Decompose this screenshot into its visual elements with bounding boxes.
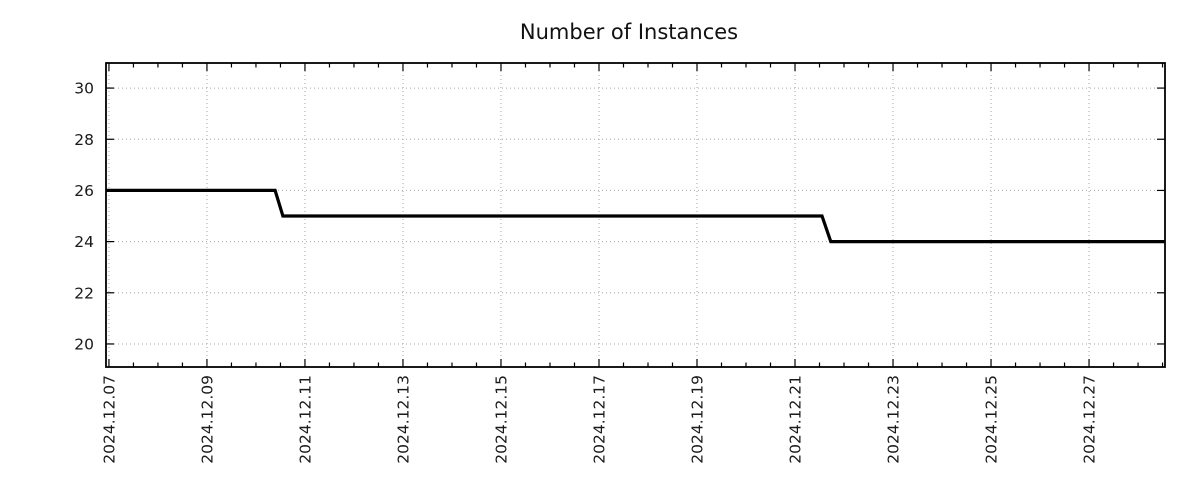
x-tick-label: 2024.12.07 <box>100 375 118 464</box>
x-tick-label: 2024.12.15 <box>493 375 511 464</box>
x-tick-label: 2024.12.19 <box>689 375 707 464</box>
x-tick-label: 2024.12.13 <box>395 375 413 464</box>
plot-border <box>105 62 1166 368</box>
x-tick-label: 2024.12.27 <box>1081 375 1099 464</box>
x-tick-label: 2024.12.23 <box>885 375 903 464</box>
chart-title: Number of Instances <box>520 20 738 44</box>
x-tick-label: 2024.12.25 <box>983 375 1001 464</box>
plot-layer: 20 22 24 26 28 30 2024.12.07 2024.12.09 2024.12.… <box>74 62 1166 464</box>
y-tick-label: 28 <box>74 131 94 149</box>
x-tick-label: 2024.12.11 <box>297 375 315 464</box>
x-tick-label: 2024.12.21 <box>787 375 805 464</box>
y-tick-label: 26 <box>74 182 94 200</box>
y-tick-label: 20 <box>74 335 94 353</box>
x-tick-label: 2024.12.09 <box>199 375 217 464</box>
x-tick-label: 2024.12.17 <box>591 375 609 464</box>
y-tick-label: 22 <box>74 284 94 302</box>
y-tick-label: 30 <box>74 80 94 98</box>
y-tick-label: 24 <box>74 233 94 251</box>
instances-step-line <box>106 188 1165 244</box>
